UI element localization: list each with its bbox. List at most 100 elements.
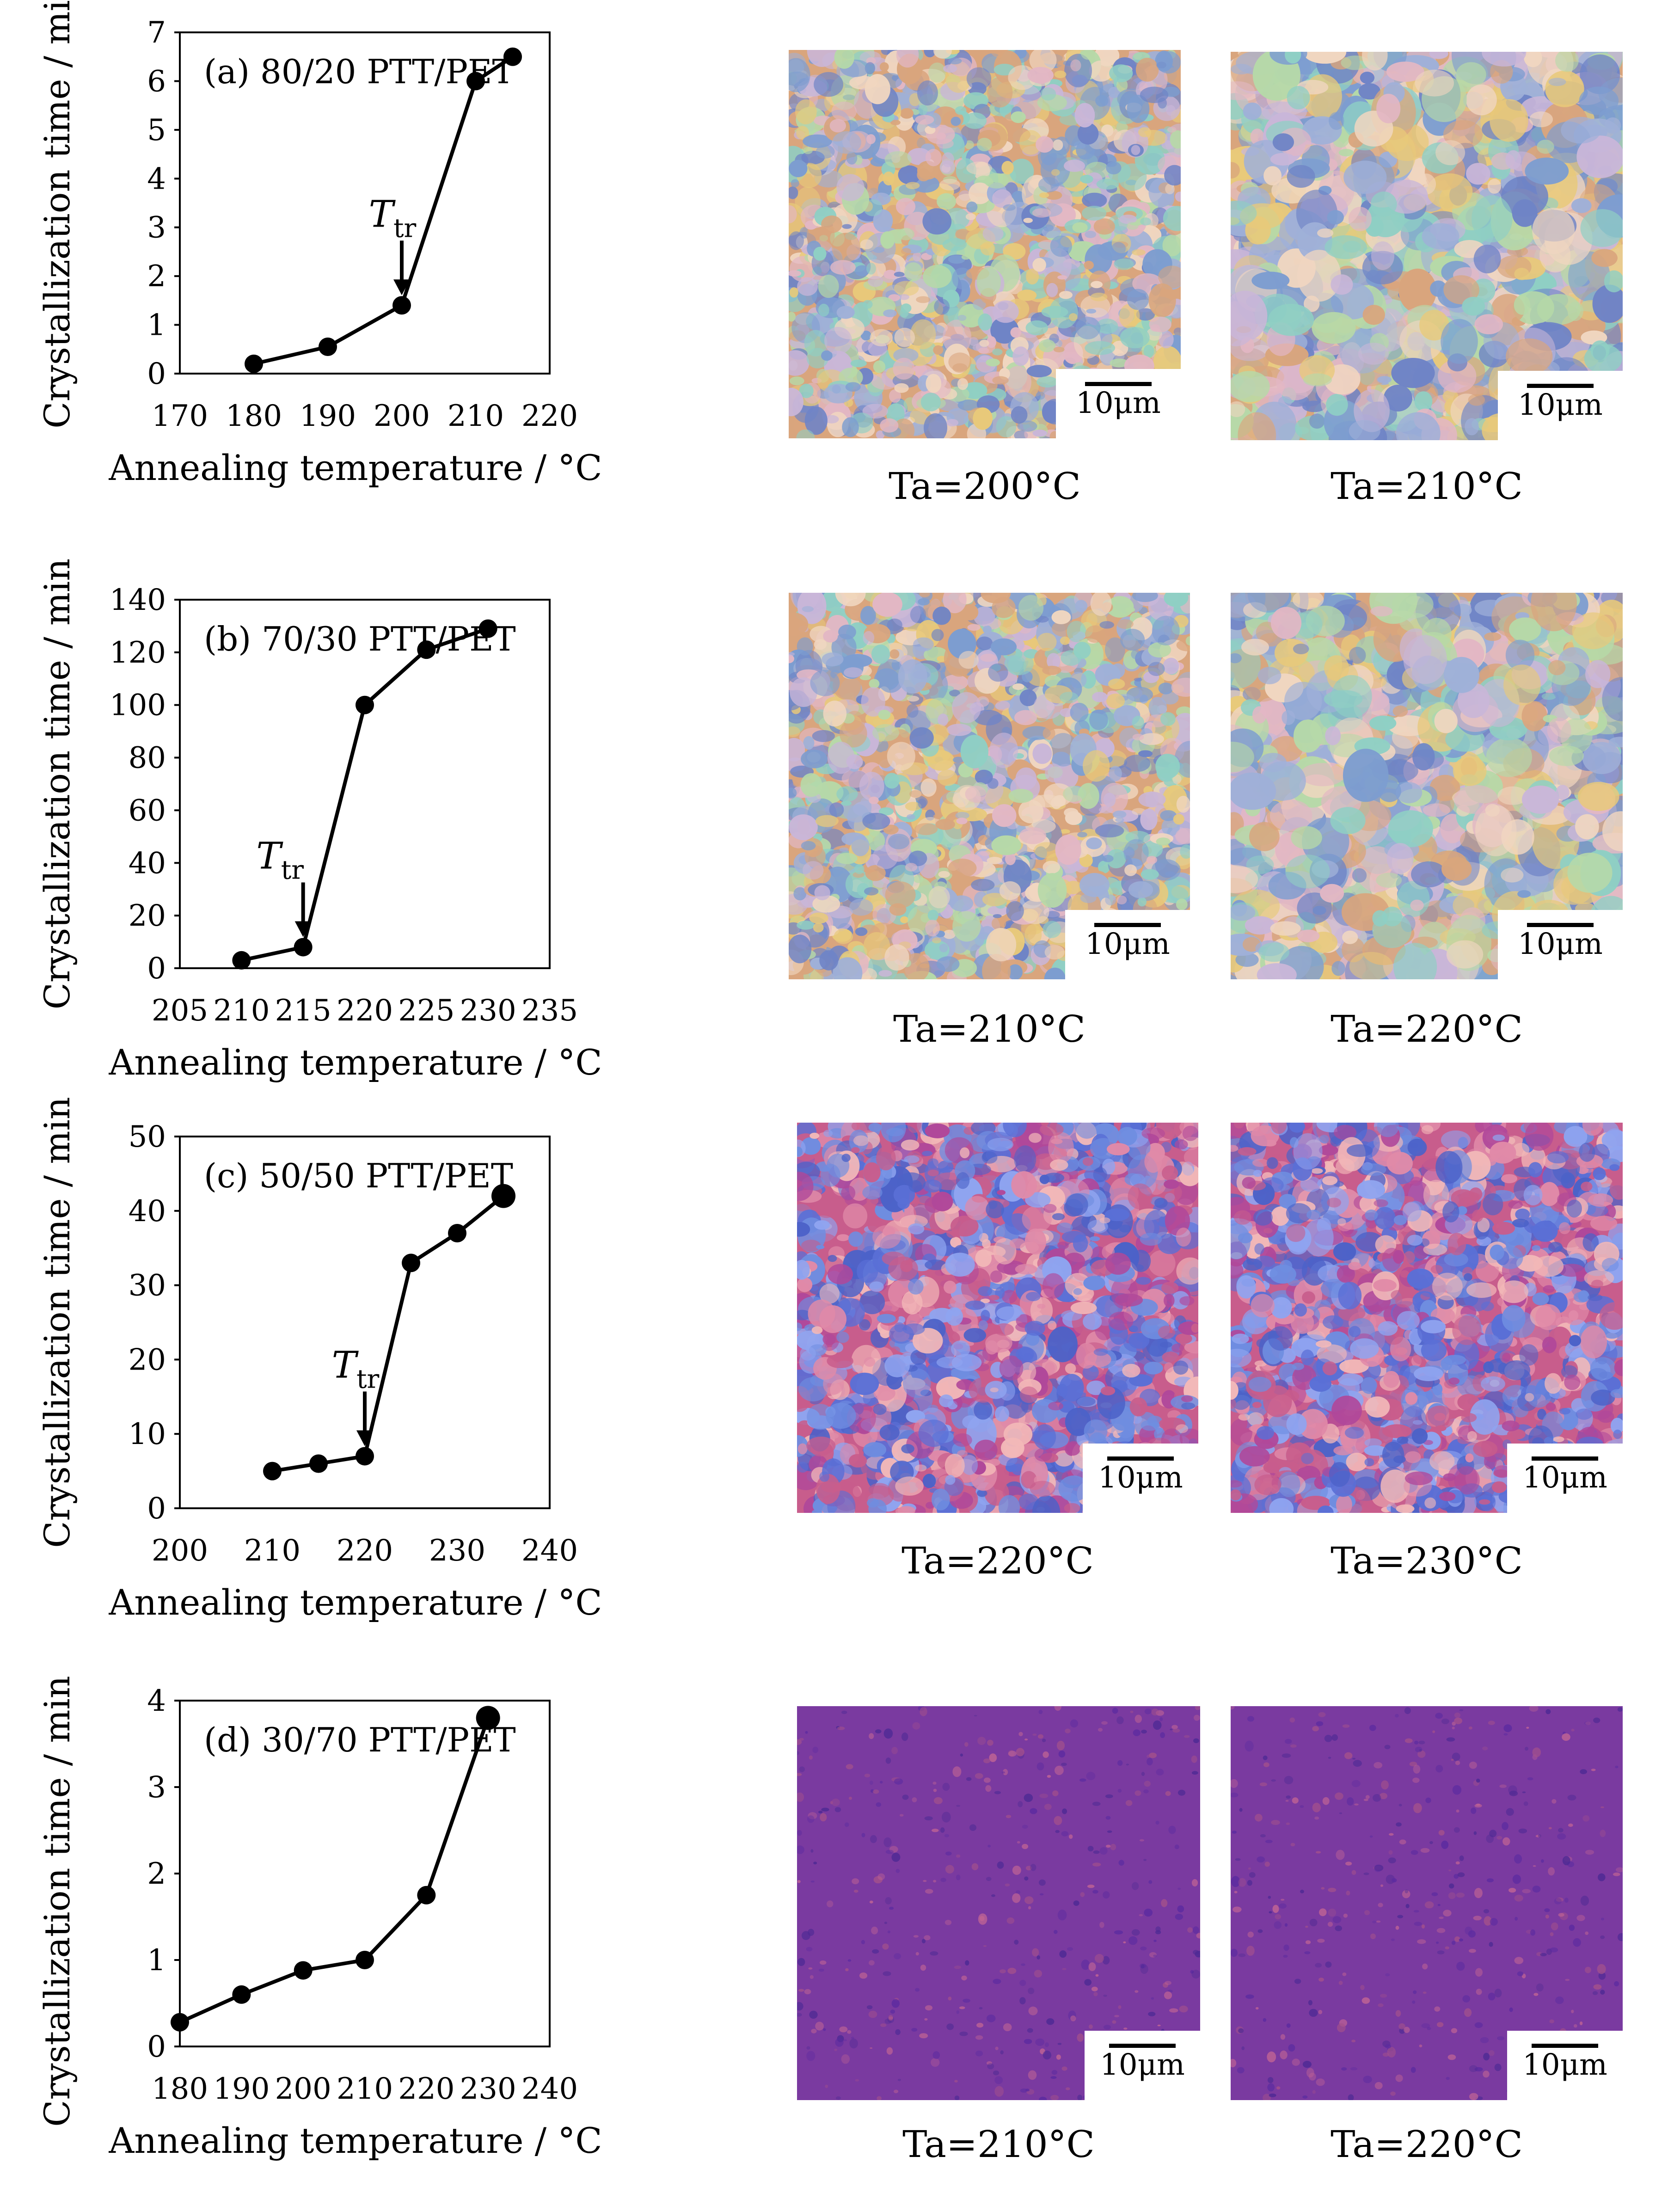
micrograph-caption: Ta=200°C	[889, 465, 1081, 508]
scale-bar-label: 10μm	[1085, 927, 1170, 961]
x-tick-label: 200	[152, 1534, 208, 1568]
scale-bar-label: 10μm	[1518, 927, 1603, 961]
ttr-label: Ttr	[256, 834, 304, 885]
chart-panel-d: 0 1 2 3 4 180 190 200 210 220 230 240 Annealing temp…	[37, 1676, 602, 2161]
chart-panel-b: 0 20 40 60 80 100 120 140 205 210 215 220 225 230 235 A…	[37, 559, 602, 1083]
transition-annotation: Ttr	[256, 834, 312, 937]
transition-annotation: Ttr	[332, 1343, 380, 1446]
micrograph-caption: Ta=210°C	[1331, 465, 1523, 508]
scale-bar	[1532, 1456, 1598, 1461]
scale-bar	[1532, 2044, 1598, 2048]
data-point	[476, 1706, 500, 1730]
data-point	[417, 1886, 436, 1905]
x-tick-label: 235	[521, 994, 578, 1028]
y-axis-label: Crystallization time / min	[37, 559, 78, 1009]
arrow-head	[356, 1430, 373, 1446]
y-tick-label: 10	[129, 1417, 166, 1451]
ttr-subscript: tr	[356, 1364, 380, 1394]
x-tick-label: 200	[374, 399, 430, 433]
x-tick-label: 220	[337, 994, 393, 1028]
scale-bar-label: 10μm	[1098, 1461, 1183, 1495]
ttr-symbol: T	[332, 1343, 359, 1386]
micrograph-caption: Ta=230°C	[1331, 1539, 1523, 1582]
x-tick-label: 170	[152, 399, 208, 433]
y-tick-label: 140	[110, 583, 166, 617]
scale-bar-label: 10μm	[1522, 2048, 1607, 2082]
x-tick-label: 230	[429, 1534, 485, 1568]
x-axis-label: Annealing temperature / °C	[108, 447, 602, 488]
scale-bar-box: 10μm	[1085, 2031, 1200, 2100]
ttr-label: Ttr	[332, 1343, 380, 1394]
y-tick-label: 3	[147, 1770, 166, 1805]
x-tick-label: 220	[337, 1534, 393, 1568]
x-axis-label: Annealing temperature / °C	[108, 1582, 602, 1623]
x-axis-label: Annealing temperature / °C	[108, 1042, 602, 1083]
y-tick-label: 1	[147, 308, 166, 343]
y-tick-label: 0	[147, 2030, 166, 2064]
scale-bar-box: 10μm	[1498, 910, 1623, 979]
arrow-head	[393, 279, 410, 295]
micrograph-caption: Ta=220°C	[901, 1539, 1094, 1582]
x-tick-label: 240	[521, 1534, 578, 1568]
ttr-symbol: T	[369, 192, 396, 235]
x-tick-label: 230	[460, 994, 516, 1028]
micrograph-texture	[797, 1123, 1198, 1513]
micrograph-d-2: 10μm	[1231, 1706, 1623, 2100]
y-tick-label: 0	[147, 1492, 166, 1526]
data-point	[319, 338, 337, 356]
micrograph-c-2: 10μm	[1231, 1123, 1623, 1513]
data-point	[294, 938, 313, 957]
y-tick-label: 7	[147, 16, 166, 50]
y-tick-label: 6	[147, 64, 166, 98]
scale-bar-box: 10μm	[1056, 369, 1181, 438]
x-tick-label: 210	[244, 1534, 300, 1568]
x-tick-label: 200	[275, 2072, 331, 2106]
x-tick-label: 230	[460, 2072, 516, 2106]
micrograph-texture	[1231, 52, 1623, 440]
data-point	[448, 1224, 466, 1243]
x-tick-label: 240	[521, 2072, 578, 2106]
y-axis-label: Crystallization time / min	[37, 0, 78, 429]
x-tick-label: 215	[275, 994, 331, 1028]
scale-bar-box: 10μm	[1065, 910, 1190, 979]
scale-bar	[1109, 2044, 1176, 2048]
chart-panel-c: 0 10 20 30 40 50 200 210 220 230 240 Annealing temp…	[37, 1097, 602, 1623]
data-point	[402, 1253, 420, 1272]
x-tick-label: 220	[521, 399, 578, 433]
x-tick-label: 220	[398, 2072, 454, 2106]
micrograph-caption: Ta=210°C	[893, 1008, 1085, 1051]
scale-bar	[1094, 923, 1161, 927]
data-point	[232, 1985, 251, 2004]
series-line	[179, 1717, 490, 2024]
data-point	[356, 695, 374, 714]
y-tick-label: 40	[129, 846, 166, 880]
x-tick-label: 180	[226, 399, 282, 433]
panel-label: (d) 30/70 PTT/PET	[204, 1720, 516, 1759]
panel-label: (a) 80/20 PTT/PET	[204, 52, 514, 91]
y-tick-label: 120	[110, 636, 166, 670]
scale-bar	[1527, 923, 1594, 927]
scale-bar	[1107, 1456, 1174, 1461]
ttr-symbol: T	[256, 834, 283, 877]
data-point	[417, 640, 436, 659]
y-tick-label: 3	[147, 211, 166, 245]
scale-bar	[1527, 384, 1594, 388]
x-axis-label: Annealing temperature / °C	[108, 2120, 602, 2161]
series-line	[241, 627, 489, 962]
y-axis-label: Crystallization time / min	[37, 1097, 78, 1548]
data-point	[503, 47, 522, 66]
ttr-subscript: tr	[281, 855, 304, 885]
data-point	[356, 1951, 374, 1969]
y-tick-label: 1	[147, 1943, 166, 1978]
micrograph-d-1: 10μm	[797, 1706, 1200, 2100]
micrograph-c-1: 10μm	[797, 1123, 1198, 1513]
data-point	[392, 296, 411, 315]
x-tick-label: 210	[337, 2072, 393, 2106]
y-tick-label: 0	[147, 952, 166, 986]
x-tick-label: 190	[300, 399, 356, 433]
data-point	[309, 1454, 328, 1473]
scale-bar	[1085, 382, 1152, 386]
y-tick-label: 5	[147, 113, 166, 147]
micrograph-caption: Ta=220°C	[1331, 1008, 1523, 1051]
ttr-subscript: tr	[393, 213, 417, 243]
